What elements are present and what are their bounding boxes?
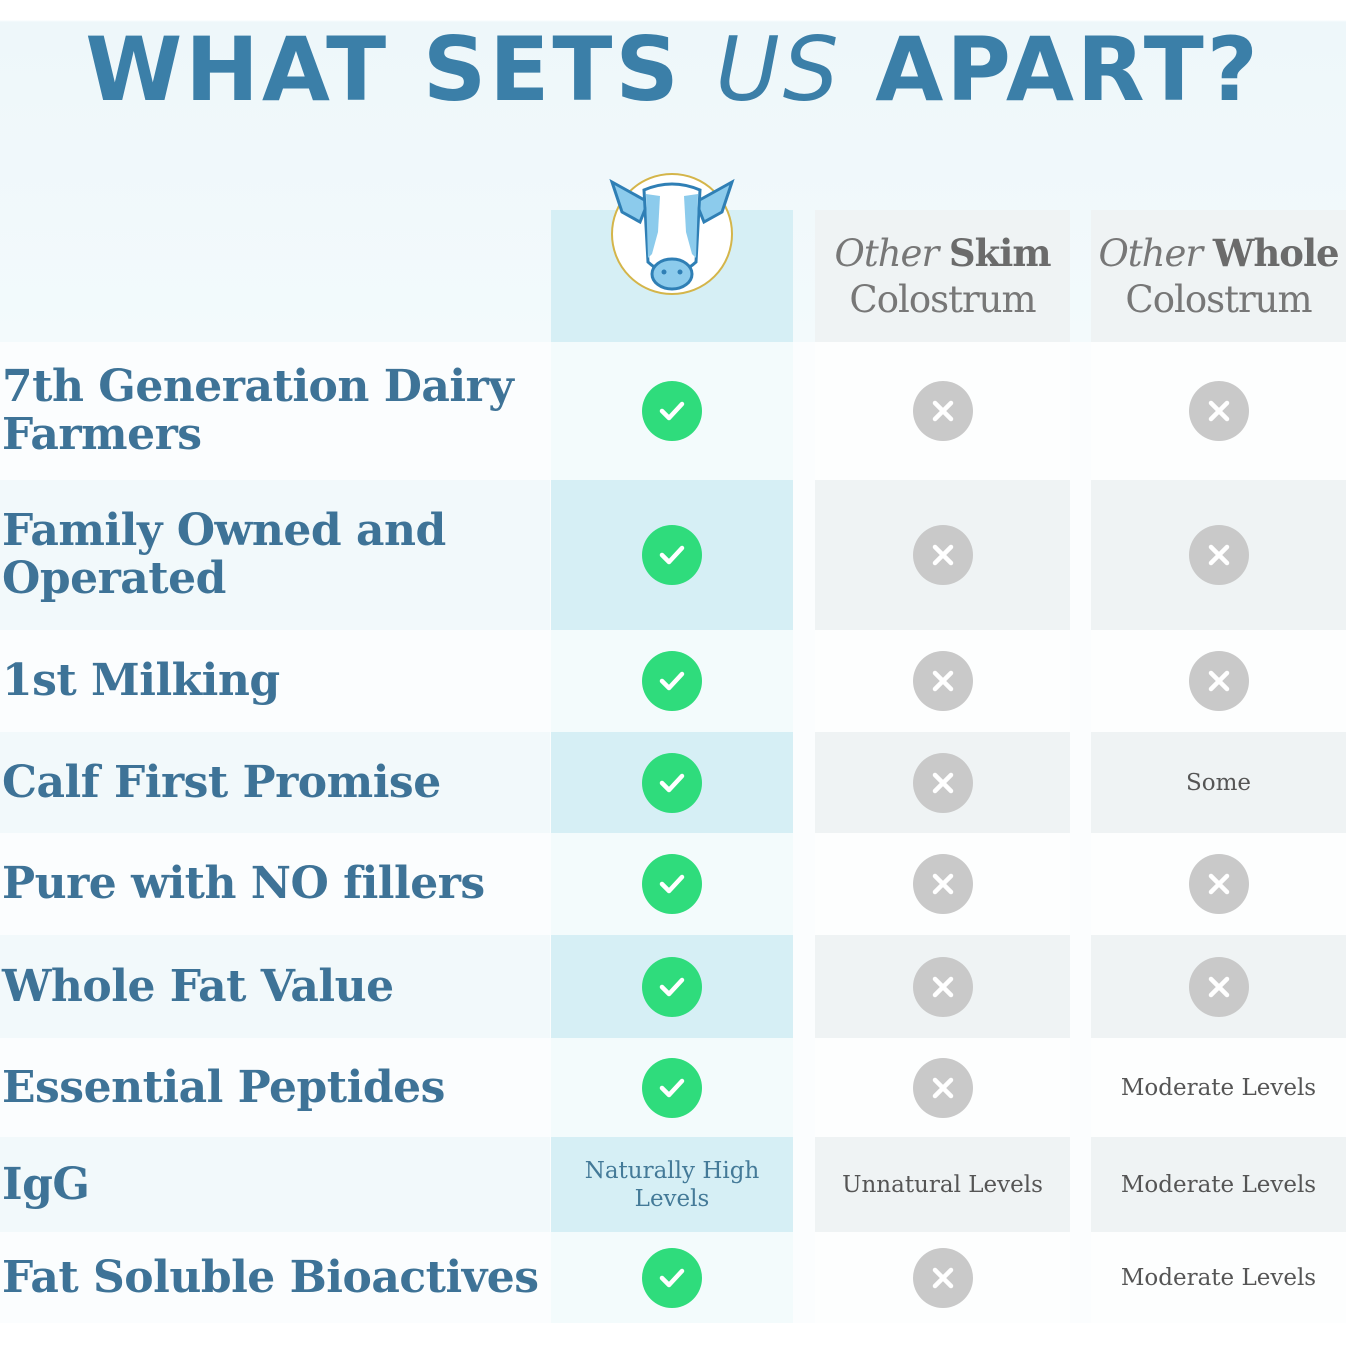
table-cell: Moderate Levels	[1091, 1232, 1346, 1323]
table-cell	[815, 1232, 1070, 1323]
column-header-skim: Other Skim Colostrum	[815, 210, 1070, 342]
row-label: Calf First Promise	[0, 732, 550, 833]
table-cell	[551, 480, 793, 630]
x-icon	[1188, 854, 1249, 914]
row-label: Family Owned and Operated	[0, 480, 550, 630]
table-cell: Moderate Levels	[1091, 1038, 1346, 1137]
table-cell	[815, 833, 1070, 935]
cell-text: Moderate Levels	[1120, 1264, 1317, 1291]
check-icon	[642, 525, 702, 585]
check-icon	[642, 1057, 702, 1118]
cell-text: Moderate Levels	[1120, 1171, 1317, 1198]
table-cell	[1091, 480, 1346, 630]
cell-text: Naturally High Levels	[584, 1157, 760, 1212]
x-icon	[912, 1057, 973, 1118]
table-cell	[551, 732, 793, 833]
row-label: IgG	[0, 1137, 550, 1232]
check-icon	[642, 854, 702, 914]
table-cell	[815, 732, 1070, 833]
x-icon	[1188, 651, 1249, 711]
table-cell	[815, 342, 1070, 480]
x-icon	[912, 752, 973, 813]
x-icon	[1188, 381, 1249, 441]
check-icon	[642, 381, 702, 441]
header-line2: Colostrum	[1125, 277, 1312, 321]
table-cell	[551, 1038, 793, 1137]
row-label: 1st Milking	[0, 630, 550, 732]
table-cell	[551, 342, 793, 480]
x-icon	[912, 1247, 973, 1308]
header-italic: Other	[834, 231, 940, 275]
check-icon	[642, 752, 702, 813]
table-cell	[1091, 833, 1346, 935]
table-cell	[551, 833, 793, 935]
table-cell	[551, 935, 793, 1038]
x-icon	[1188, 525, 1249, 585]
table-cell	[551, 1232, 793, 1323]
x-icon	[912, 854, 973, 914]
x-icon	[1188, 956, 1249, 1017]
row-label: 7th Generation Dairy Farmers	[0, 342, 550, 480]
header-line2: Colostrum	[849, 277, 1036, 321]
cell-text: Some	[1185, 769, 1252, 796]
table-cell	[815, 935, 1070, 1038]
x-icon	[912, 956, 973, 1017]
row-label: Pure with NO fillers	[0, 833, 550, 935]
table-cell: Unnatural Levels	[815, 1137, 1070, 1232]
table-cell: Some	[1091, 732, 1346, 833]
cell-text: Moderate Levels	[1120, 1074, 1317, 1101]
table-cell	[815, 480, 1070, 630]
column-header-whole: Other Whole Colostrum	[1091, 210, 1346, 342]
table-cell: Naturally High Levels	[551, 1137, 793, 1232]
cell-text: Unnatural Levels	[842, 1171, 1043, 1198]
header-bold: Whole	[1212, 230, 1340, 275]
column-header-ours	[551, 173, 793, 342]
row-label: Essential Peptides	[0, 1038, 550, 1137]
x-icon	[912, 381, 973, 441]
table-cell	[551, 630, 793, 732]
header-bold: Skim	[948, 230, 1052, 275]
table-cell	[815, 1038, 1070, 1137]
check-icon	[642, 1247, 702, 1308]
row-label: Whole Fat Value	[0, 935, 550, 1038]
table-cell	[1091, 630, 1346, 732]
table-cell	[815, 630, 1070, 732]
check-icon	[642, 651, 702, 711]
table-cell	[1091, 935, 1346, 1038]
x-icon	[912, 525, 973, 585]
header-italic: Other	[1098, 231, 1203, 275]
table-cell	[1091, 342, 1346, 480]
cow-logo-icon	[608, 172, 736, 300]
table-cell: Moderate Levels	[1091, 1137, 1346, 1232]
check-icon	[642, 956, 702, 1017]
page-title: WHAT SETS US APART?	[85, 18, 1261, 121]
x-icon	[912, 651, 973, 711]
row-label: Fat Soluble Bioactives	[0, 1232, 550, 1323]
